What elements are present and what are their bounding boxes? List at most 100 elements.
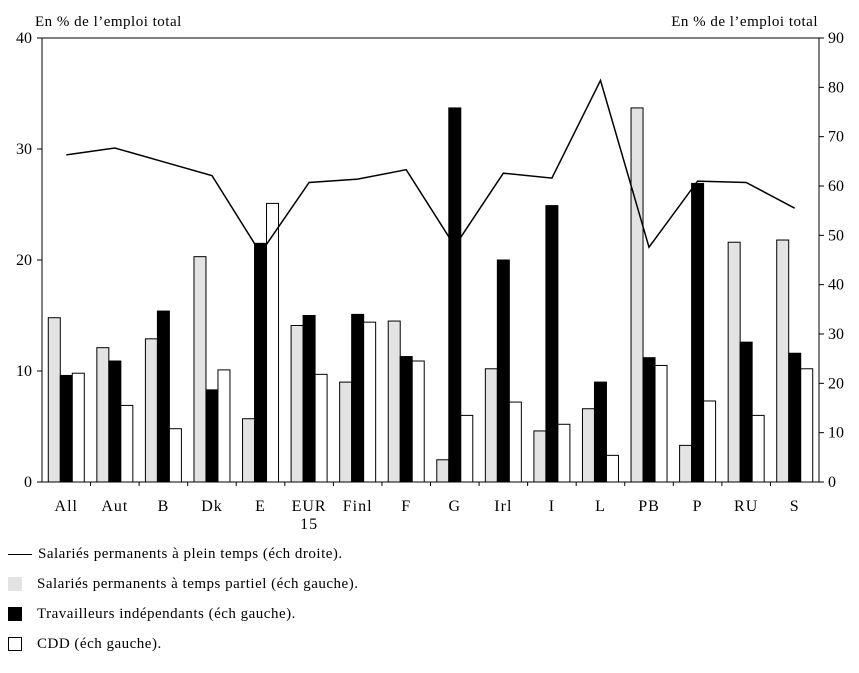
bar-self-employed xyxy=(545,205,559,483)
category-label: All xyxy=(55,498,78,515)
bar-self-employed xyxy=(254,242,268,483)
left-tick-label: 40 xyxy=(16,30,32,47)
line-series xyxy=(66,78,796,255)
bar-cdd xyxy=(605,454,619,483)
category-label: Finl xyxy=(343,498,373,515)
bar-cdd xyxy=(557,423,571,483)
right-tick-label: 10 xyxy=(828,425,844,442)
bar-part-time xyxy=(436,459,450,483)
bar-part-time xyxy=(727,241,741,483)
category-label: P xyxy=(693,498,703,515)
category-label: B xyxy=(158,498,170,515)
line-swatch xyxy=(8,553,32,555)
category-label: RU xyxy=(734,498,758,515)
legend-label-grey: Salariés permanents à temps partiel (éch… xyxy=(37,575,359,592)
bar-part-time xyxy=(47,317,61,483)
bar-cdd xyxy=(508,401,522,483)
right-tick-label: 20 xyxy=(828,375,844,392)
bar-self-employed xyxy=(351,313,365,483)
bar-part-time xyxy=(484,368,498,483)
left-tick-label: 30 xyxy=(16,141,32,158)
right-tick-label: 60 xyxy=(828,178,844,195)
bar-self-employed xyxy=(108,360,122,483)
bar-cdd xyxy=(168,428,182,483)
legend-item-line: Salariés permanents à plein temps (éch d… xyxy=(8,539,608,569)
legend-item-grey: Salariés permanents à temps partiel (éch… xyxy=(8,569,608,599)
bar-part-time xyxy=(630,107,644,483)
bar-part-time xyxy=(242,418,256,483)
bar-self-employed xyxy=(788,352,802,483)
chart: En % de l’emploi total En % de l’emploi … xyxy=(16,14,844,530)
right-axis: 0 10 20 30 40 50 60 70 80 90 xyxy=(819,30,844,491)
category-label: G xyxy=(449,498,462,515)
category-labels: All Aut B Dk E EUR 15 Finl F G Irl I L PB P RU S xyxy=(55,498,799,530)
left-axis-label: En % de l’emploi total xyxy=(35,14,182,30)
bar-self-employed xyxy=(399,356,413,483)
right-tick-label: 90 xyxy=(828,30,844,47)
legend: Salariés permanents à plein temps (éch d… xyxy=(8,539,608,659)
right-tick-label: 40 xyxy=(828,277,844,294)
category-label: EUR 15 xyxy=(292,498,327,530)
bar-part-time xyxy=(679,444,693,483)
category-label: F xyxy=(401,498,411,515)
white-swatch xyxy=(8,637,22,651)
bar-cdd xyxy=(751,414,765,483)
bar-part-time xyxy=(581,408,595,483)
category-label: Aut xyxy=(101,498,128,515)
bar-cdd xyxy=(411,360,425,483)
bar-part-time xyxy=(96,347,110,483)
left-tick-label: 20 xyxy=(16,252,32,269)
bar-cdd xyxy=(703,400,717,483)
bar-self-employed xyxy=(642,357,656,483)
bar-cdd xyxy=(266,202,280,483)
category-label: E xyxy=(255,498,266,515)
bar-cdd xyxy=(363,321,377,483)
bar-self-employed xyxy=(496,259,510,483)
category-label: Dk xyxy=(201,498,223,515)
black-swatch xyxy=(8,607,22,621)
bar-self-employed xyxy=(205,389,219,483)
bar-part-time xyxy=(387,320,401,483)
bar-cdd xyxy=(217,369,231,483)
legend-label-white: CDD (éch gauche). xyxy=(37,635,162,652)
legend-label-black: Travailleurs indépendants (éch gauche). xyxy=(37,605,296,622)
bar-cdd xyxy=(460,414,474,483)
category-label: I xyxy=(549,498,555,515)
bar-self-employed xyxy=(156,310,170,483)
right-axis-label: En % de l’emploi total xyxy=(671,14,818,30)
right-tick-label: 50 xyxy=(828,227,844,244)
bar-part-time xyxy=(144,338,158,483)
category-label: L xyxy=(595,498,606,515)
legend-item-black: Travailleurs indépendants (éch gauche). xyxy=(8,599,608,629)
legend-item-white: CDD (éch gauche). xyxy=(8,629,608,659)
line-full-time xyxy=(66,78,796,255)
bar-part-time xyxy=(776,239,790,483)
right-tick-label: 80 xyxy=(828,79,844,96)
category-label: Irl xyxy=(494,498,512,515)
left-tick-label: 0 xyxy=(24,474,32,491)
bar-self-employed xyxy=(593,381,607,483)
bar-part-time xyxy=(290,324,304,483)
bar-cdd xyxy=(800,368,814,483)
right-tick-label: 70 xyxy=(828,129,844,146)
left-tick-label: 10 xyxy=(16,363,32,380)
category-label: PB xyxy=(638,498,660,515)
bar-cdd xyxy=(120,404,134,483)
legend-label-line: Salariés permanents à plein temps (éch d… xyxy=(38,545,343,562)
bar-cdd xyxy=(71,372,85,483)
right-tick-label: 0 xyxy=(828,474,836,491)
left-axis: 0 10 20 30 40 xyxy=(16,30,42,491)
bar-self-employed xyxy=(691,182,705,483)
bar-part-time xyxy=(339,381,353,483)
bar-cdd xyxy=(314,373,328,483)
bars xyxy=(47,107,814,486)
bar-self-employed xyxy=(448,107,462,483)
bar-self-employed xyxy=(739,341,753,483)
grey-swatch xyxy=(8,577,22,591)
right-tick-label: 30 xyxy=(828,326,844,343)
bar-self-employed xyxy=(302,315,316,483)
bar-part-time xyxy=(533,430,547,483)
bar-part-time xyxy=(193,256,207,483)
bar-cdd xyxy=(654,364,668,483)
bar-self-employed xyxy=(59,374,73,483)
